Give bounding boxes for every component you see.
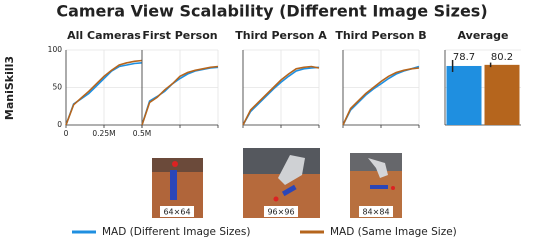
- image-label: 84×84: [362, 208, 389, 217]
- image-label: 64×64: [163, 208, 190, 217]
- y-tick-label: 50: [52, 83, 62, 92]
- y-tick-label: 0: [57, 120, 62, 129]
- value-label: 80.2: [491, 52, 513, 63]
- bar: [446, 65, 482, 125]
- series-line: [242, 66, 320, 126]
- x-tick-label: 0.5M: [133, 129, 151, 138]
- image-label: 96×96: [267, 208, 294, 217]
- x-tick-label: 0: [64, 129, 69, 138]
- value-label: 78.7: [453, 52, 475, 63]
- x-tick-label: 0.25M: [92, 129, 115, 138]
- series-line: [141, 65, 219, 126]
- row-label: ManiSkill3: [3, 56, 16, 120]
- subplot-title: Third Person A: [235, 29, 327, 42]
- subplot-title: Third Person B: [335, 29, 426, 42]
- image-label-box: [359, 206, 393, 217]
- subplot-title: All Cameras: [67, 29, 141, 42]
- subplot-title: First Person: [142, 29, 217, 42]
- image-label-box: [264, 206, 298, 217]
- y-tick-label: 100: [48, 45, 63, 54]
- series-line: [65, 59, 143, 126]
- image-label-box: [160, 206, 194, 217]
- bar: [484, 64, 520, 125]
- legend-label: MAD (Different Image Sizes): [102, 226, 250, 238]
- figure-title: Camera View Scalability (Different Image…: [56, 2, 487, 21]
- series-line: [242, 65, 320, 126]
- subplot-title: Average: [458, 29, 509, 42]
- series-line: [342, 67, 420, 126]
- legend-label: MAD (Same Image Size): [330, 226, 457, 238]
